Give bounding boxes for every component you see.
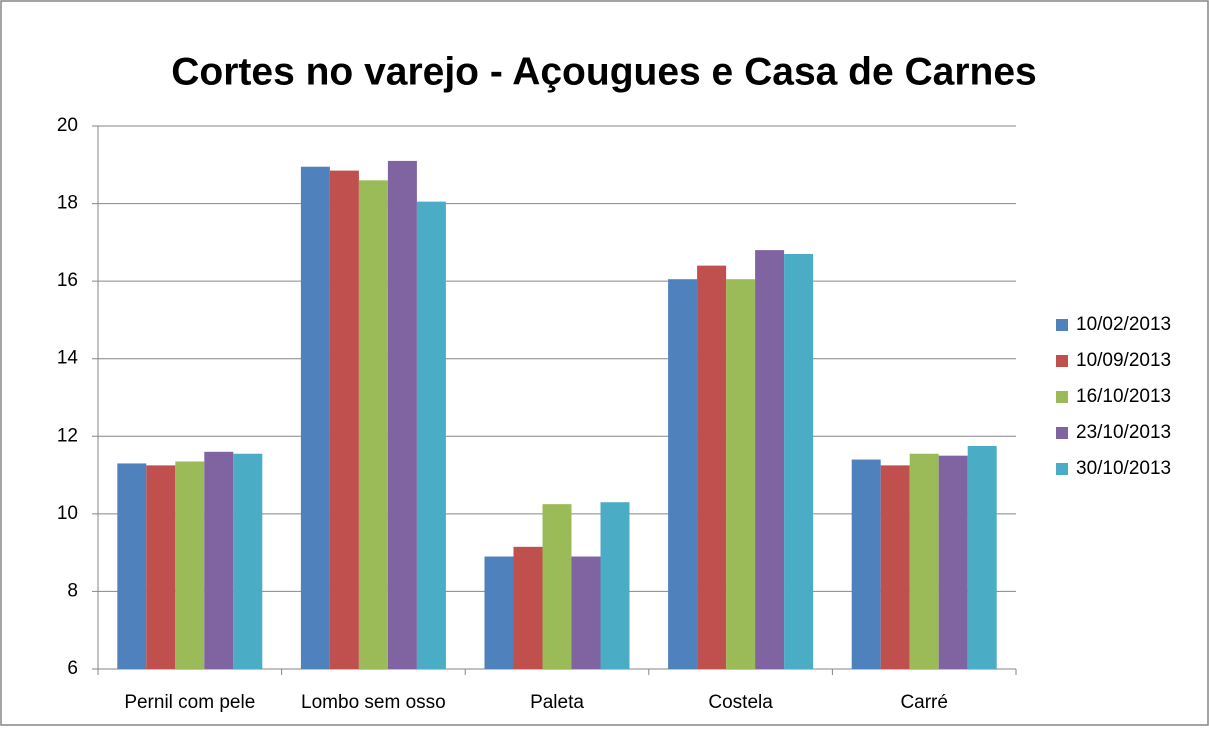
bar [484, 556, 514, 669]
bar [784, 253, 814, 669]
legend-label: 23/10/2013 [1076, 422, 1171, 443]
bar [668, 279, 698, 669]
x-tick-label: Lombo sem osso [301, 692, 446, 713]
legend-label: 10/02/2013 [1076, 314, 1171, 335]
bar [542, 504, 572, 669]
legend-label: 30/10/2013 [1076, 458, 1171, 479]
y-tick-label: 18 [57, 193, 78, 214]
bar [726, 279, 756, 669]
bar [416, 201, 446, 669]
bar [358, 180, 388, 670]
y-tick-label: 16 [57, 270, 78, 291]
y-tick-label: 8 [67, 580, 78, 601]
y-tick-label: 10 [57, 503, 78, 524]
bar [117, 463, 147, 669]
bar [909, 453, 939, 669]
legend-swatch [1056, 355, 1068, 367]
bar [513, 546, 543, 669]
x-tick-label: Carré [900, 692, 948, 713]
bar [175, 461, 205, 669]
x-tick-label: Costela [708, 692, 773, 713]
legend-swatch [1056, 427, 1068, 439]
legend-label: 10/09/2013 [1076, 350, 1171, 371]
y-tick-label: 12 [57, 425, 78, 446]
x-tick-label: Pernil com pele [124, 692, 255, 713]
legend-swatch [1056, 463, 1068, 475]
legend-swatch [1056, 319, 1068, 331]
bar [880, 465, 910, 669]
chart-title: Cortes no varejo - Açougues e Casa de Ca… [171, 50, 1037, 93]
bar [571, 556, 601, 669]
bar [938, 455, 968, 669]
bar [329, 170, 359, 669]
y-tick-label: 6 [67, 658, 78, 679]
bar [146, 465, 176, 669]
bar [967, 445, 997, 669]
bar [851, 459, 881, 669]
bar [233, 453, 263, 669]
bar [300, 166, 330, 669]
bar [755, 250, 785, 669]
y-tick-label: 14 [57, 348, 79, 369]
bar [387, 160, 417, 669]
y-tick-label: 20 [57, 115, 78, 136]
x-tick-label: Paleta [530, 692, 584, 713]
bar [697, 265, 727, 669]
bar [600, 502, 630, 669]
legend-label: 16/10/2013 [1076, 386, 1171, 407]
bar [204, 451, 234, 669]
legend-swatch [1056, 391, 1068, 403]
